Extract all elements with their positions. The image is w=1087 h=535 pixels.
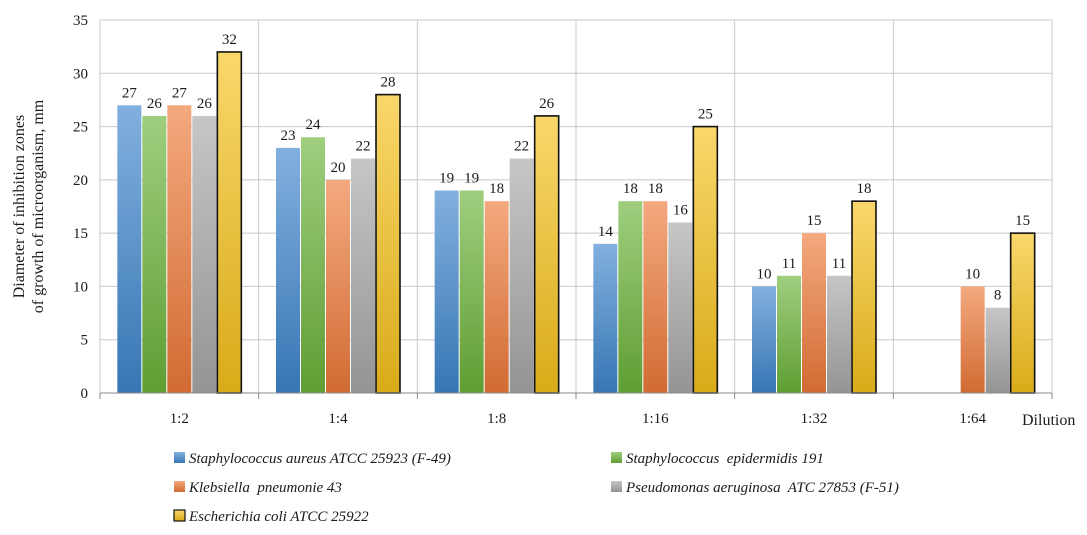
data-label: 27 xyxy=(172,85,188,101)
data-label: 18 xyxy=(857,181,872,197)
bar xyxy=(326,179,350,393)
data-label: 10 xyxy=(965,266,980,282)
bar xyxy=(192,115,217,394)
bar xyxy=(351,158,375,393)
x-tick-label: 1:4 xyxy=(328,411,348,427)
data-label: 25 xyxy=(698,107,713,123)
y-tick-label: 5 xyxy=(81,333,89,349)
data-label: 26 xyxy=(197,96,213,112)
data-label: 22 xyxy=(514,139,529,155)
bar xyxy=(960,286,985,393)
legend-swatch xyxy=(611,481,622,492)
y-axis-title: Diameter of inhibition zones of growth of… xyxy=(11,99,47,313)
axes: 0 5 10 15 20 25 30 35 1:2 1:4 1:8 1:16 1:32 1:64 xyxy=(73,13,1053,427)
data-label: 28 xyxy=(381,75,396,91)
data-label: 15 xyxy=(1015,213,1030,229)
x-tick-label: 1:32 xyxy=(801,411,828,427)
data-label: 23 xyxy=(281,128,296,144)
bar xyxy=(1009,232,1036,394)
data-label: 18 xyxy=(489,181,504,197)
data-label: 20 xyxy=(331,160,346,176)
bar xyxy=(142,115,167,394)
data-label: 26 xyxy=(539,96,555,112)
legend-swatch xyxy=(174,481,185,492)
data-label: 15 xyxy=(807,213,822,229)
data-label: 16 xyxy=(673,202,689,218)
bar xyxy=(618,201,643,393)
y-axis-title-line: Diameter of inhibition zones xyxy=(11,115,28,299)
bar xyxy=(375,93,401,394)
legend-swatch xyxy=(174,452,185,463)
y-tick-label: 25 xyxy=(73,120,88,136)
legend-label: Escherichia coli ATCC 25922 xyxy=(188,509,369,525)
data-label: 27 xyxy=(122,85,138,101)
bar xyxy=(827,275,851,393)
data-label: 11 xyxy=(832,256,846,272)
y-tick-label: 10 xyxy=(73,279,88,295)
x-tick-label: 1:16 xyxy=(642,411,669,427)
data-labels: 27 26 27 26 32 23 24 20 22 28 19 19 18 22 26 14 18 18 16 25… xyxy=(122,32,1030,304)
legend-swatch xyxy=(611,452,622,463)
gridlines xyxy=(99,19,1053,393)
bar xyxy=(752,286,776,393)
bar xyxy=(802,233,826,393)
y-tick-label: 0 xyxy=(81,386,89,402)
legend-label: Staphylococcus aureus ATCC 25923 (F-49) xyxy=(189,451,451,467)
y-tick-label: 30 xyxy=(73,66,88,82)
bar xyxy=(216,51,243,394)
data-label: 22 xyxy=(356,139,371,155)
bar xyxy=(851,200,877,394)
data-label: 19 xyxy=(439,171,454,187)
x-axis-title: Dilution xyxy=(1022,412,1075,429)
legend-swatch xyxy=(173,509,186,522)
bar xyxy=(484,201,509,393)
bar xyxy=(777,275,801,393)
data-label: 14 xyxy=(598,224,614,240)
bar xyxy=(117,105,142,393)
data-label: 19 xyxy=(464,171,479,187)
y-tick-label: 35 xyxy=(73,13,88,29)
bar xyxy=(434,190,459,393)
bar xyxy=(533,115,560,394)
legend-label: Pseudomonas aeruginosa ATC 27853 (F-51) xyxy=(625,480,899,496)
legend-label: Klebsiella pneumonie 43 xyxy=(188,480,342,496)
x-tick-label: 1:2 xyxy=(170,411,189,427)
y-axis-title-line: of growth of microorganism, mm xyxy=(30,99,47,313)
bar xyxy=(692,125,719,394)
y-tick-label: 15 xyxy=(73,226,88,242)
data-label: 26 xyxy=(147,96,163,112)
data-label: 8 xyxy=(994,288,1002,304)
bar xyxy=(668,222,693,393)
bar xyxy=(301,137,325,393)
bar xyxy=(459,190,484,393)
data-label: 11 xyxy=(782,256,796,272)
data-label: 32 xyxy=(222,32,237,48)
bars xyxy=(117,51,1036,394)
y-tick-label: 20 xyxy=(73,173,88,189)
data-label: 18 xyxy=(648,181,663,197)
legend: Staphylococcus aureus ATCC 25923 (F-49) S… xyxy=(173,451,899,525)
bar xyxy=(593,243,618,393)
bar xyxy=(643,201,668,393)
x-tick-label: 1:8 xyxy=(487,411,506,427)
x-tick-label: 1:64 xyxy=(959,411,986,427)
bar xyxy=(985,307,1010,393)
legend-label: Staphylococcus epidermidis 191 xyxy=(626,451,824,467)
data-label: 24 xyxy=(306,117,322,133)
bar xyxy=(509,158,534,393)
bar xyxy=(276,147,300,393)
bar xyxy=(167,105,192,393)
data-label: 18 xyxy=(623,181,638,197)
data-label: 10 xyxy=(757,266,772,282)
